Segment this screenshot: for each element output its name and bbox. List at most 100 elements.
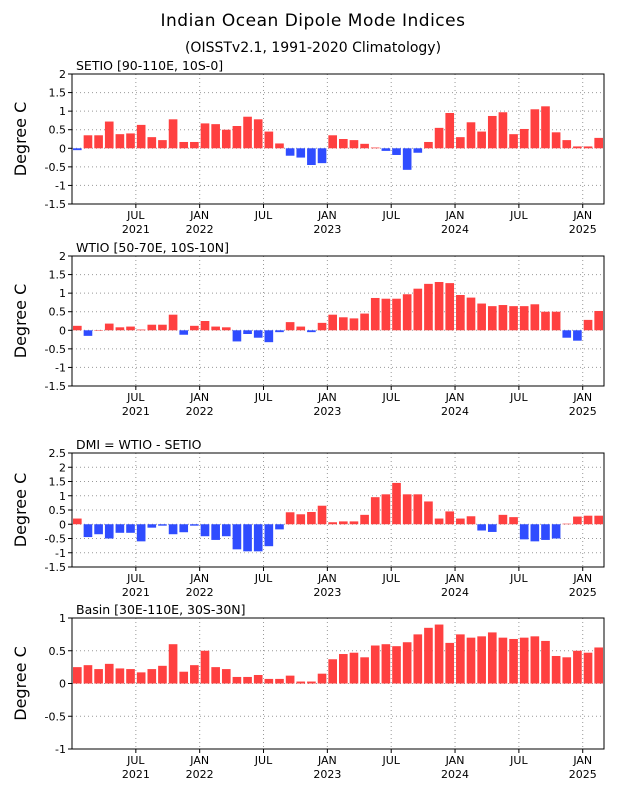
x-tick-year: 2024 [441, 223, 469, 236]
x-tick-month: JUL [381, 754, 400, 767]
y-tick-label: 1 [59, 612, 66, 625]
bar [519, 306, 529, 331]
bar [317, 148, 327, 164]
bar [392, 298, 401, 331]
y-tick-label: -1 [55, 547, 66, 560]
bar [466, 122, 476, 149]
y-axis-label: Degree C [11, 473, 30, 548]
bar [264, 330, 274, 343]
bar [413, 494, 423, 525]
bar [381, 148, 391, 151]
bar [402, 642, 412, 684]
bar [583, 146, 593, 149]
x-tick-month: JUL [254, 754, 273, 767]
y-tick-label: 2.5 [49, 447, 67, 460]
bar [339, 139, 348, 149]
x-tick-month: JUL [254, 391, 273, 404]
bar [519, 524, 529, 540]
bar [573, 516, 582, 525]
bar [104, 121, 114, 149]
bar [392, 482, 401, 525]
bar [126, 326, 135, 331]
x-tick-year: 2023 [313, 405, 341, 418]
bar [73, 148, 82, 151]
bar [243, 116, 252, 149]
x-tick-month: JUL [509, 209, 528, 222]
bar [456, 137, 465, 149]
bar [370, 297, 380, 331]
bar [456, 634, 465, 684]
bar [147, 524, 157, 528]
bar [285, 512, 295, 525]
bar [211, 124, 220, 149]
x-tick-year: 2021 [122, 405, 150, 418]
x-tick-month: JUL [509, 391, 528, 404]
bar [253, 330, 263, 338]
x-tick-year: 2021 [122, 223, 150, 236]
x-tick-month: JAN [189, 209, 209, 222]
y-tick-label: 1.5 [49, 87, 67, 100]
bar [200, 650, 210, 684]
bar [594, 310, 603, 331]
panel-title: WTIO [50-70E, 10S-10N] [76, 240, 229, 255]
y-tick-label: 1 [59, 287, 66, 300]
bar [477, 524, 486, 531]
bar [519, 128, 529, 149]
bar [115, 134, 125, 149]
bar [115, 668, 125, 684]
bar [562, 523, 572, 525]
bar [221, 327, 231, 331]
x-tick-month: JUL [509, 754, 528, 767]
bar [402, 494, 412, 525]
figure-subtitle: (OISSTv2.1, 1991-2020 Climatology) [185, 40, 441, 56]
x-tick-month: JAN [445, 572, 465, 585]
x-tick-month: JAN [572, 209, 592, 222]
x-tick-year: 2024 [441, 768, 469, 781]
bar [434, 127, 444, 149]
bar [562, 657, 572, 684]
x-tick-month: JUL [381, 209, 400, 222]
bar [381, 644, 391, 684]
bar [349, 521, 359, 525]
y-tick-label: -1 [55, 361, 66, 374]
bar [200, 123, 210, 149]
y-tick-label: -1 [55, 743, 66, 756]
x-tick-month: JAN [189, 754, 209, 767]
bar [275, 143, 284, 149]
bar [498, 514, 508, 525]
bar [498, 637, 508, 684]
bar [94, 524, 103, 535]
bar [392, 646, 401, 684]
bar [115, 327, 125, 331]
bar [573, 650, 582, 684]
y-tick-label: 2 [59, 461, 66, 474]
y-tick-label: 0.5 [49, 645, 67, 658]
bar [328, 659, 337, 684]
bar [530, 304, 540, 331]
x-tick-month: JAN [572, 391, 592, 404]
bar [296, 148, 306, 158]
bar [147, 137, 157, 149]
y-tick-label: 0.5 [49, 306, 67, 319]
y-tick-label: 1.5 [49, 476, 67, 489]
bar [551, 655, 561, 684]
bar [487, 306, 497, 331]
bar [594, 515, 603, 525]
bar [179, 671, 189, 684]
bar [370, 147, 380, 149]
bar [296, 514, 306, 525]
bar [434, 624, 444, 684]
y-tick-label: 0.5 [49, 504, 67, 517]
bar [498, 112, 508, 149]
y-tick-label: 1 [59, 490, 66, 503]
bar [551, 132, 561, 149]
bar [424, 283, 433, 331]
bar [317, 322, 327, 331]
bar [594, 647, 603, 684]
bar [562, 330, 572, 338]
x-tick-year: 2024 [441, 586, 469, 599]
plot-frame [71, 73, 605, 205]
y-axis-label: Degree C [11, 102, 30, 177]
bar [583, 515, 593, 525]
